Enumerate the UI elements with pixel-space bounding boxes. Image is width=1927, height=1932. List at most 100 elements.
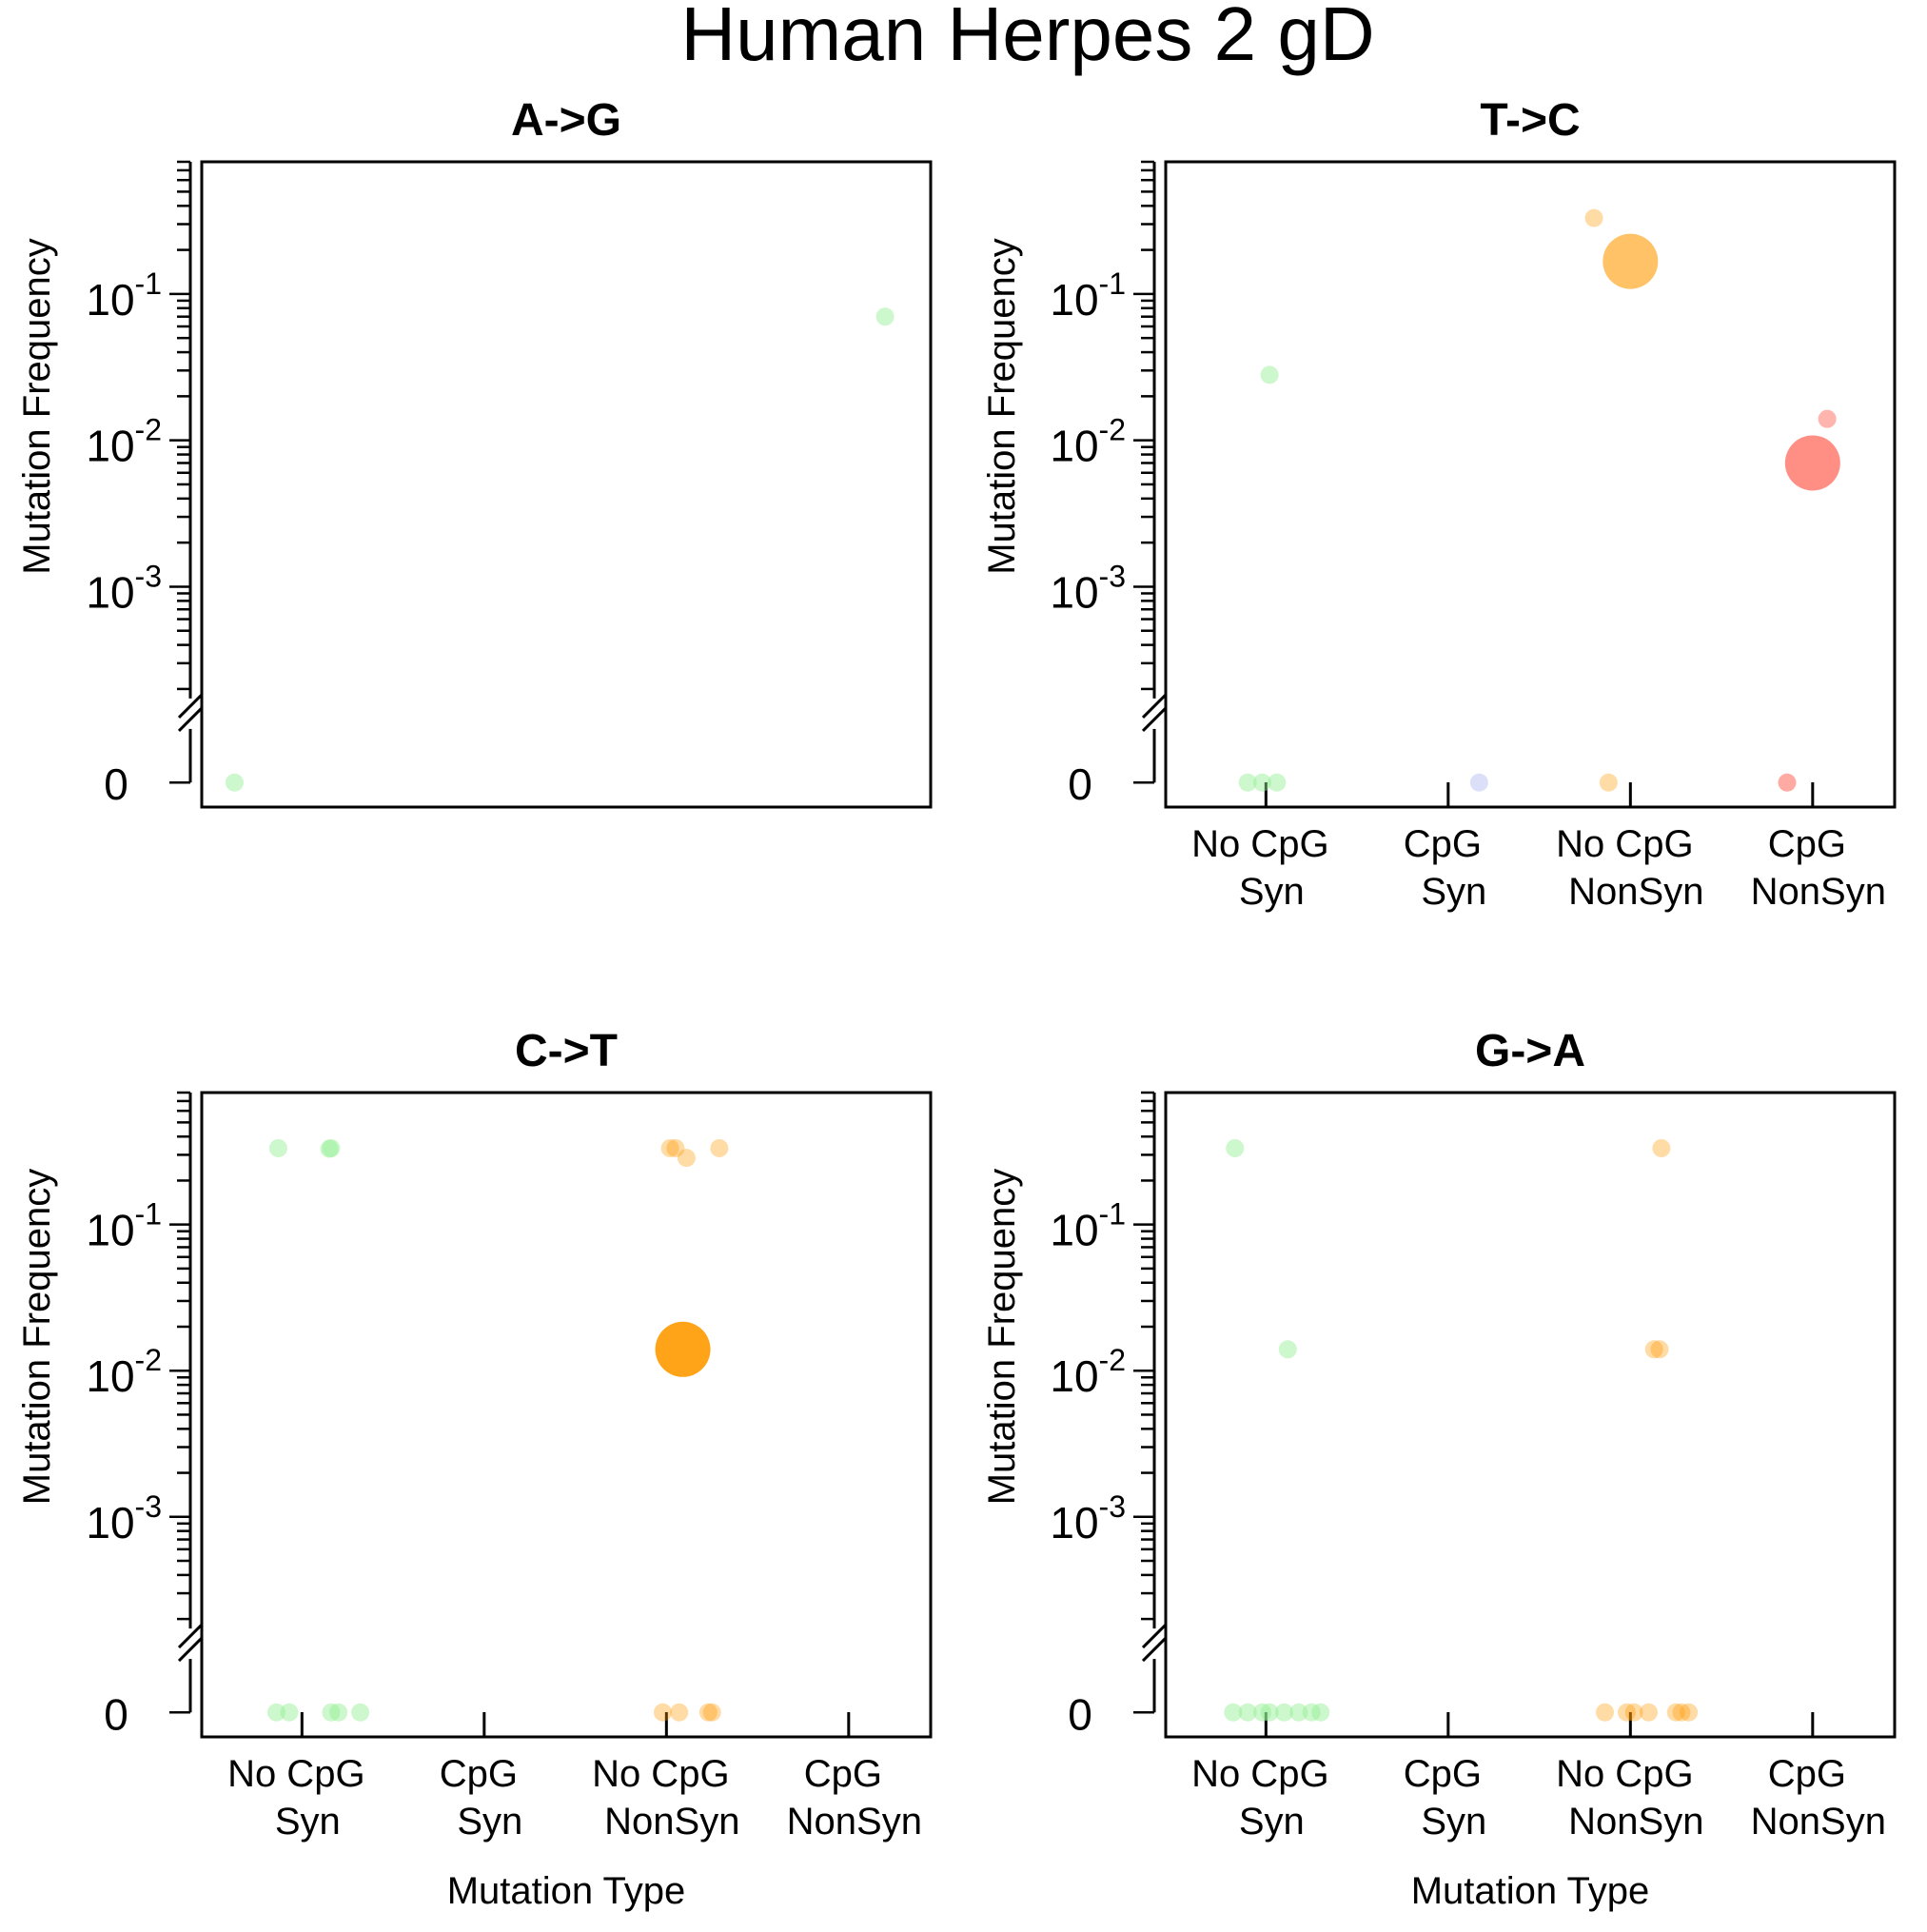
- x-tick-label: No CpG: [227, 1753, 365, 1795]
- data-point: [1599, 773, 1618, 792]
- x-tick-label: Syn: [457, 1801, 522, 1843]
- data-point: [1644, 1340, 1663, 1359]
- y-zero-label: 0: [1068, 759, 1092, 809]
- y-axis-label: Mutation Frequency: [16, 1169, 58, 1506]
- y-zero-label: 0: [104, 1689, 128, 1739]
- y-tick-label: 10-1: [86, 266, 162, 325]
- axis-break-mark: [177, 1637, 204, 1663]
- y-tick-label: 10-1: [86, 1197, 162, 1255]
- data-point: [1289, 1703, 1308, 1722]
- panel-title: T->C: [1480, 95, 1580, 146]
- data-point: [1584, 208, 1603, 227]
- y-tick-label: 10-1: [1050, 1197, 1126, 1255]
- x-tick-label: Syn: [1239, 1801, 1305, 1843]
- x-tick-label: NonSyn: [604, 1801, 739, 1843]
- data-point: [1226, 1138, 1245, 1157]
- data-point: [702, 1703, 721, 1722]
- y-tick-label: 10-1: [1050, 266, 1126, 325]
- y-axis-label: Mutation Frequency: [981, 1169, 1023, 1506]
- data-point: [1624, 1703, 1643, 1722]
- data-point: [1652, 1138, 1671, 1157]
- y-tick-label: 10-2: [86, 1343, 162, 1401]
- data-point: [1672, 1703, 1691, 1722]
- data-point: [1650, 1340, 1669, 1359]
- x-tick-label: No CpG: [592, 1753, 730, 1795]
- data-point: [1268, 773, 1287, 792]
- axis-break-mark: [177, 1624, 204, 1649]
- data-point: [666, 1138, 685, 1157]
- y-tick-label: 10-2: [86, 413, 162, 471]
- data-point: [677, 1149, 696, 1168]
- data-point: [1617, 1703, 1636, 1722]
- x-tick-label: CpG: [1768, 823, 1846, 865]
- data-point: [322, 1703, 341, 1722]
- figure-title: Human Herpes 2 gD: [680, 0, 1374, 76]
- data-point: [670, 1703, 689, 1722]
- data-point: [267, 1703, 286, 1722]
- y-tick-label: 10-3: [86, 1489, 162, 1548]
- plot-frame: [1164, 1091, 1897, 1739]
- x-tick-label: Syn: [1421, 1801, 1486, 1843]
- y-tick-label: 10-3: [1050, 559, 1126, 617]
- panel-title: C->T: [515, 1026, 618, 1076]
- data-point: [655, 1321, 711, 1377]
- x-axis-label: Mutation Type: [1411, 1870, 1650, 1912]
- y-tick-label: 10-3: [1050, 1489, 1126, 1548]
- panel-title: A->G: [511, 95, 621, 146]
- y-axis-label: Mutation Frequency: [16, 238, 58, 575]
- data-point: [329, 1703, 348, 1722]
- panel-g-to-a: G->A 10-1 10-2 10-3 0 Mutation Frequency No Cp…: [981, 1026, 1897, 1912]
- data-point: [1639, 1703, 1658, 1722]
- x-axis-label: Mutation Type: [447, 1870, 686, 1912]
- x-tick-label: NonSyn: [787, 1801, 922, 1843]
- x-tick-label: Syn: [1421, 871, 1486, 913]
- data-point: [1603, 233, 1659, 289]
- data-point: [660, 1138, 679, 1157]
- data-point: [268, 1138, 287, 1157]
- panel-t-to-c: T->C 10-1 10-2 10-3 0 Mutation Frequency No Cp…: [981, 95, 1897, 913]
- x-tick-label: CpG: [1404, 823, 1482, 865]
- x-tick-label: CpG: [1768, 1753, 1846, 1795]
- data-point: [1252, 1703, 1271, 1722]
- y-axis-label: Mutation Frequency: [981, 238, 1023, 575]
- plot-frame: [200, 1091, 933, 1739]
- data-point: [322, 1138, 341, 1157]
- x-tick-label: No CpG: [1191, 823, 1329, 865]
- x-tick-label: NonSyn: [1568, 1801, 1703, 1843]
- y-tick-label: 10-2: [1050, 413, 1126, 471]
- x-tick-label: CpG: [804, 1753, 882, 1795]
- data-point: [1224, 1703, 1243, 1722]
- data-point: [1818, 409, 1837, 428]
- data-point: [875, 307, 895, 326]
- x-tick-label: NonSyn: [1568, 871, 1703, 913]
- axis-break-mark: [1141, 1624, 1168, 1649]
- axis-break-mark: [177, 693, 204, 719]
- data-point: [351, 1703, 370, 1722]
- data-point: [1260, 365, 1279, 384]
- axis-break-mark: [1141, 693, 1168, 719]
- x-tick-label: No CpG: [1556, 823, 1694, 865]
- data-point: [280, 1703, 299, 1722]
- data-point: [710, 1138, 729, 1157]
- x-tick-label: CpG: [440, 1753, 518, 1795]
- data-point: [653, 1703, 672, 1722]
- plot-frame: [200, 160, 933, 809]
- data-point: [698, 1703, 718, 1722]
- x-tick-label: NonSyn: [1751, 1801, 1886, 1843]
- data-point: [1278, 1340, 1297, 1359]
- plot-frame: [1164, 160, 1897, 809]
- panel-a-to-g: A->G 10-1 10-2 10-3 0 Mutation Frequency: [16, 95, 933, 809]
- data-point: [1680, 1703, 1699, 1722]
- x-tick-label: NonSyn: [1751, 871, 1886, 913]
- y-zero-label: 0: [104, 759, 128, 809]
- data-point: [1274, 1703, 1293, 1722]
- panel-title: G->A: [1475, 1026, 1585, 1076]
- data-point: [1252, 773, 1271, 792]
- data-point: [1666, 1703, 1685, 1722]
- x-tick-label: No CpG: [1556, 1753, 1694, 1795]
- x-tick-label: No CpG: [1191, 1753, 1329, 1795]
- x-tick-label: Syn: [275, 1801, 341, 1843]
- data-point: [225, 773, 244, 792]
